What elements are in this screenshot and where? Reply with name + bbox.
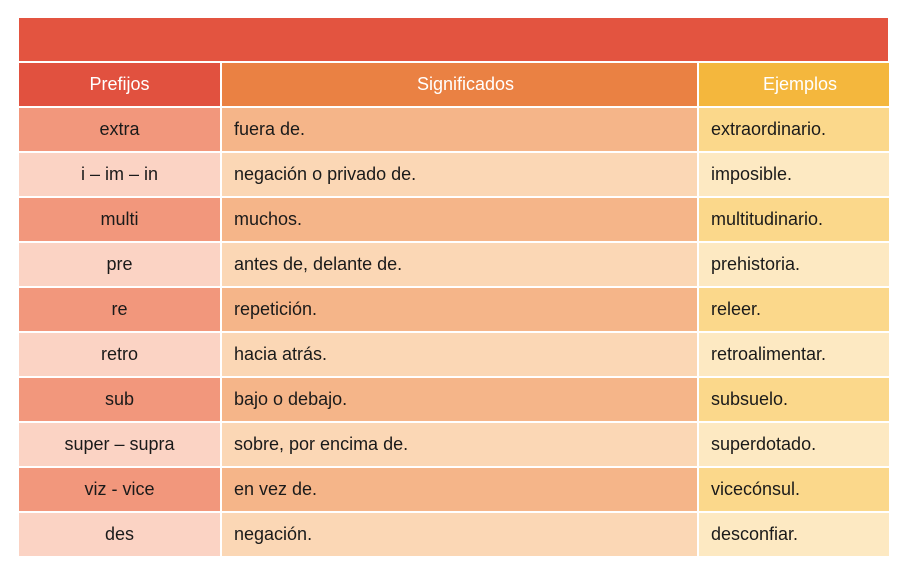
cell-ejemplo: subsuelo.	[699, 378, 889, 421]
cell-significado: antes de, delante de.	[222, 243, 697, 286]
cell-prefijo: re	[19, 288, 220, 331]
cell-prefijo: multi	[19, 198, 220, 241]
cell-significado: bajo o debajo.	[222, 378, 697, 421]
cell-ejemplo: retroalimentar.	[699, 333, 889, 376]
cell-ejemplo: imposible.	[699, 153, 889, 196]
cell-prefijo: extra	[19, 108, 220, 151]
prefix-table: Prefijos Significados Ejemplos extra fue…	[19, 18, 889, 556]
cell-significado: sobre, por encima de.	[222, 423, 697, 466]
cell-ejemplo: multitudinario.	[699, 198, 889, 241]
cell-ejemplo: prehistoria.	[699, 243, 889, 286]
cell-significado: negación.	[222, 513, 697, 556]
cell-prefijo: retro	[19, 333, 220, 376]
header-ejemplos: Ejemplos	[699, 63, 889, 106]
cell-prefijo: super – supra	[19, 423, 220, 466]
cell-significado: fuera de.	[222, 108, 697, 151]
cell-prefijo: viz - vice	[19, 468, 220, 511]
cell-prefijo: i – im – in	[19, 153, 220, 196]
header-prefijos: Prefijos	[19, 63, 220, 106]
cell-prefijo: des	[19, 513, 220, 556]
cell-significado: negación o privado de.	[222, 153, 697, 196]
cell-ejemplo: vicecónsul.	[699, 468, 889, 511]
cell-significado: muchos.	[222, 198, 697, 241]
table-title-band	[19, 18, 888, 61]
cell-significado: hacia atrás.	[222, 333, 697, 376]
cell-prefijo: sub	[19, 378, 220, 421]
cell-prefijo: pre	[19, 243, 220, 286]
cell-significado: repetición.	[222, 288, 697, 331]
header-significados: Significados	[222, 63, 697, 106]
table-grid: Prefijos Significados Ejemplos extra fue…	[19, 63, 889, 556]
cell-ejemplo: desconfiar.	[699, 513, 889, 556]
cell-ejemplo: releer.	[699, 288, 889, 331]
cell-ejemplo: superdotado.	[699, 423, 889, 466]
cell-ejemplo: extraordinario.	[699, 108, 889, 151]
cell-significado: en vez de.	[222, 468, 697, 511]
